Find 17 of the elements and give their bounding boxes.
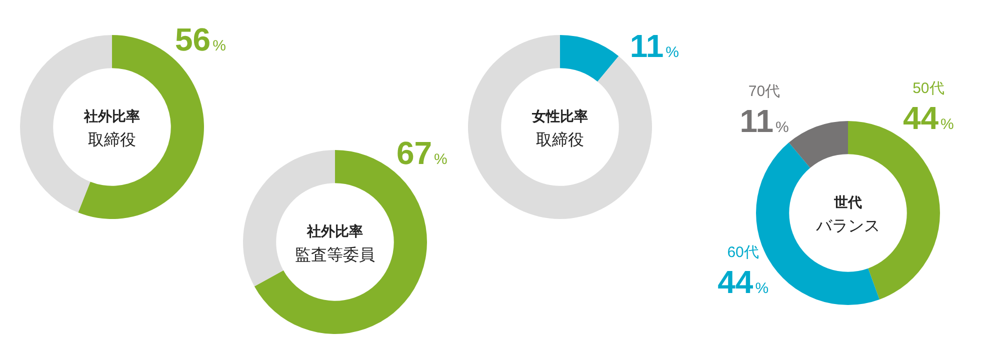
text: 取締役	[536, 131, 584, 149]
text: 取締役	[88, 131, 136, 149]
data-label: 44%	[902, 100, 954, 136]
slice-label: 60代	[727, 244, 759, 262]
text: 社外比率	[306, 223, 363, 239]
text: 女性比率	[531, 108, 588, 124]
data-label: 11%	[630, 28, 680, 64]
data-label: 56%	[175, 22, 226, 58]
data-label: 44%	[718, 264, 769, 300]
data-label: 67%	[396, 134, 448, 171]
text: 社外比率	[83, 108, 140, 124]
slice-label: 50代	[912, 80, 944, 98]
data-label: 11%	[740, 103, 789, 140]
text: バランス	[815, 218, 880, 235]
slice-label: 70代	[748, 83, 780, 100]
text: 世代	[833, 194, 862, 210]
text: 監査等委員	[295, 246, 375, 264]
